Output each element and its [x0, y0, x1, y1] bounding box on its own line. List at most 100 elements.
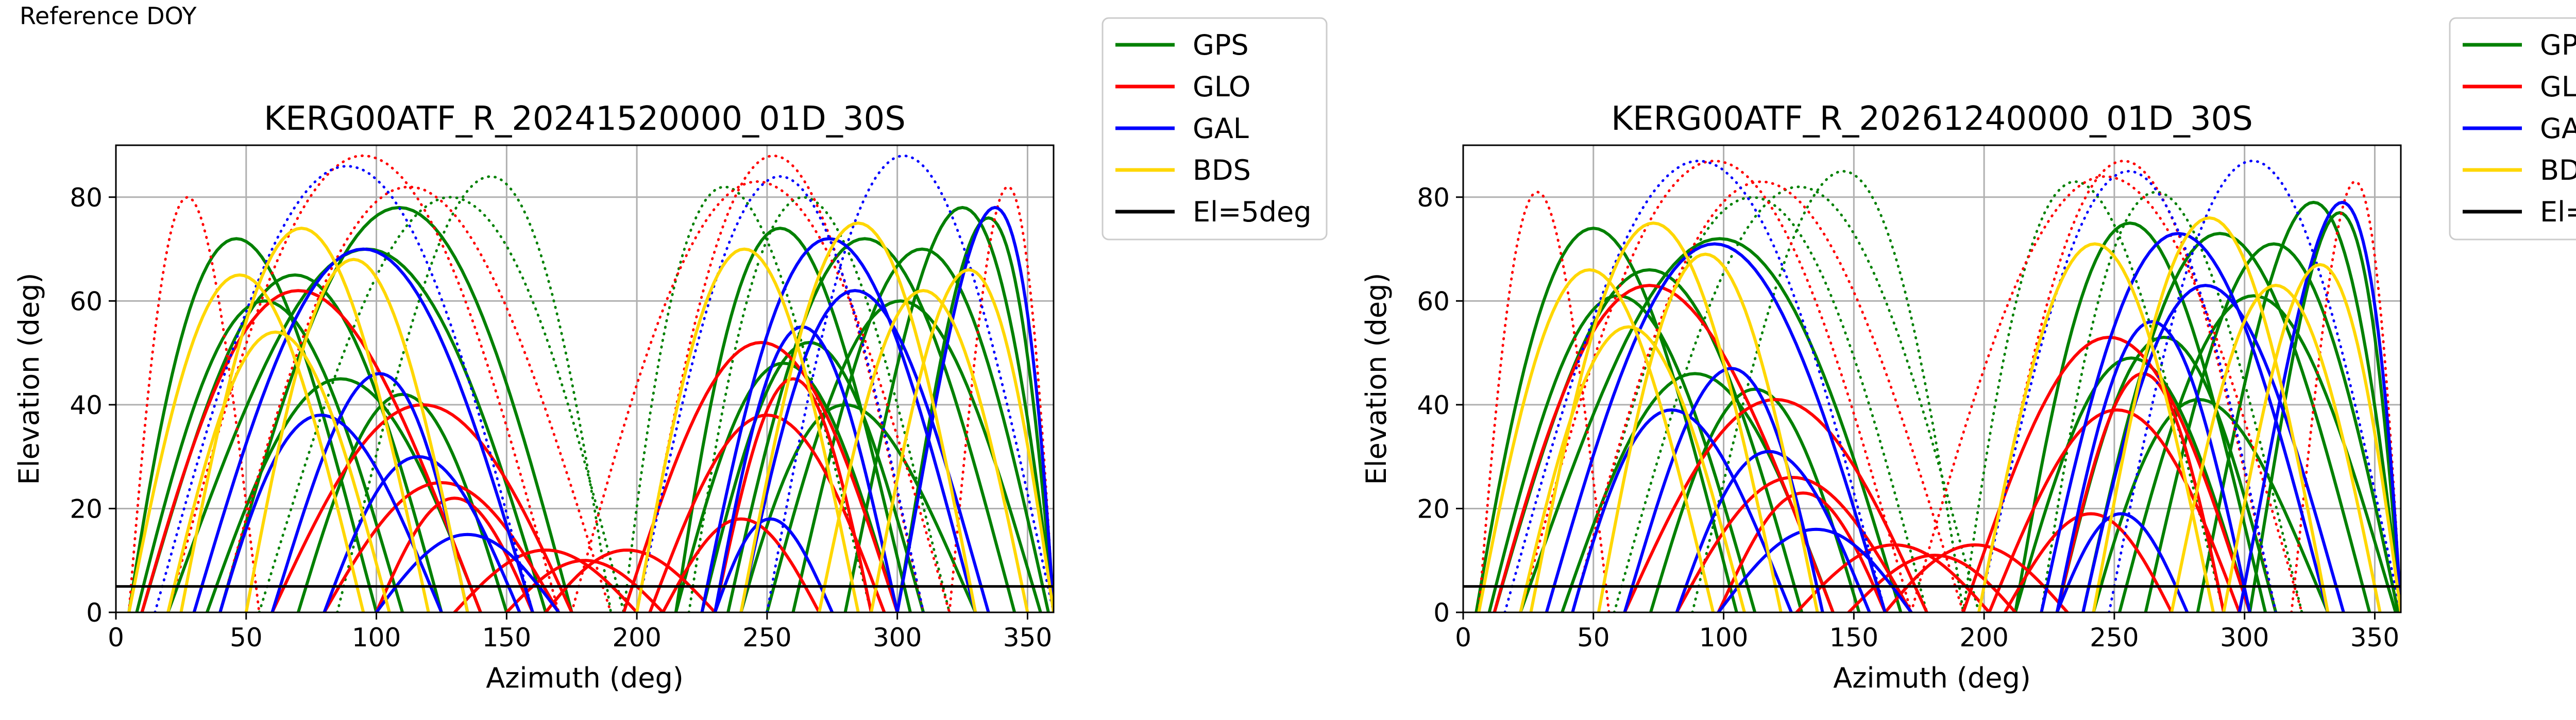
axes-frame [1462, 144, 2402, 613]
satellite-track [648, 413, 886, 612]
reference-doy-label: Reference DOY [20, 2, 197, 30]
x-tick-label: 200 [612, 623, 661, 653]
satellite-track [2055, 512, 2189, 612]
satellite-track [1884, 543, 2069, 612]
satellite-track [739, 289, 990, 612]
x-tick-label: 100 [352, 623, 401, 653]
satellite-track [1571, 408, 1793, 612]
satellite-track [2092, 216, 2330, 612]
y-axis-label: Elevation (deg) [13, 273, 45, 485]
satellite-track [1717, 527, 1913, 612]
x-tick-label: 0 [1455, 623, 1471, 653]
legend-label: GLO [1193, 71, 1251, 103]
satellite-track [1613, 185, 1980, 612]
y-tick-label: 40 [70, 390, 103, 420]
satellite-track [713, 517, 834, 612]
x-tick-label: 50 [1577, 623, 1610, 653]
satellite-track [2144, 242, 2400, 612]
y-tick-label: 80 [70, 183, 103, 213]
series-gal [154, 154, 1054, 612]
chart-title: KERG00ATF_R_20241520000_01D_30S [264, 100, 906, 138]
plot-area [127, 154, 1054, 612]
y-tick-label: 40 [1417, 390, 1450, 420]
satellite-track [1977, 242, 2215, 612]
series-gal [1503, 159, 2401, 612]
satellite-track [2170, 284, 2382, 612]
satellite-track [1477, 268, 1715, 612]
satellite-track [1477, 191, 1611, 612]
satellite-track [791, 247, 1050, 612]
satellite-track [1910, 175, 2303, 612]
satellite-track [661, 517, 821, 612]
satellite-track [218, 413, 443, 612]
satellite-track [1977, 169, 2277, 612]
satellite-track [544, 548, 717, 612]
x-tick-label: 150 [482, 623, 531, 653]
x-tick-label: 50 [230, 623, 263, 653]
satellite-track [1519, 237, 1903, 612]
satellite-track [166, 154, 560, 612]
legend-label: GAL [1193, 112, 1249, 145]
satellite-track [218, 205, 573, 612]
satellite-track [1988, 408, 2241, 612]
y-tick-label: 60 [1417, 286, 1450, 316]
x-tick-label: 200 [1959, 623, 2008, 653]
satellite-track [1675, 475, 1913, 612]
y-tick-label: 20 [70, 494, 103, 524]
legend-label: GPS [1193, 29, 1249, 61]
satellite-track [622, 340, 899, 612]
x-tick-label: 350 [1003, 623, 1052, 653]
satellite-track [2013, 356, 2251, 612]
satellite-track [270, 372, 469, 612]
plot-area [1475, 159, 2401, 612]
satellite-track [2196, 200, 2401, 612]
legend: GPS GLO GAL BDS El=5deg [1101, 17, 1328, 241]
satellite-track [323, 481, 561, 612]
x-tick-label: 150 [1829, 623, 1878, 653]
satellite-track [948, 185, 1054, 612]
x-tick-label: 250 [742, 623, 791, 653]
y-tick-label: 80 [1417, 183, 1450, 213]
satellite-track [570, 180, 951, 612]
satellite-track [1519, 159, 1913, 612]
satellite-track [166, 330, 391, 612]
y-tick-label: 60 [70, 286, 103, 316]
satellite-track [453, 548, 639, 612]
satellite-track [154, 164, 534, 612]
chart-panel-1: 0 50 100 150 200 250 300 350 0 20 40 60 80 Azimuth (d… [13, 17, 1328, 694]
satellite-track [127, 237, 378, 612]
satellite-track [1623, 367, 1824, 612]
satellite-track [635, 247, 860, 612]
satellite-track [1795, 543, 1991, 612]
satellite-track [258, 196, 625, 612]
satellite-track [179, 227, 430, 612]
satellite-track [2040, 191, 2303, 612]
legend-label: GPS [2540, 29, 2576, 61]
series-bds [127, 221, 1054, 612]
satellite-track [244, 258, 469, 612]
satellite-track [375, 533, 561, 612]
satellite-track [1493, 284, 1835, 612]
legend-label: GLO [2540, 71, 2576, 103]
satellite-track [766, 154, 1054, 612]
legend-box [1101, 17, 1328, 241]
x-tick-label: 300 [2220, 623, 2269, 653]
satellite-track [635, 175, 925, 612]
satellite-track [1545, 242, 1887, 612]
chart-panel-2: 0 50 100 150 200 250 300 350 0 20 40 60 80 Azimuth (d… [1360, 17, 2576, 694]
x-tick-label: 350 [2350, 623, 2399, 653]
satellite-track [1475, 227, 1738, 612]
satellite-track [1977, 159, 2277, 612]
series-bds [1477, 216, 2401, 612]
satellite-track [127, 273, 365, 612]
x-axis-label: Azimuth (deg) [486, 662, 684, 694]
y-tick-label: 20 [1417, 494, 1450, 524]
x-tick-label: 300 [873, 623, 922, 653]
satellite-track [2238, 200, 2401, 612]
satellite-track [2222, 263, 2401, 612]
satellite-track [2108, 159, 2401, 612]
satellite-track [375, 496, 534, 612]
x-tick-label: 100 [1699, 623, 1748, 653]
axes-frame [115, 144, 1055, 613]
y-axis-label: Elevation (deg) [1360, 273, 1393, 485]
